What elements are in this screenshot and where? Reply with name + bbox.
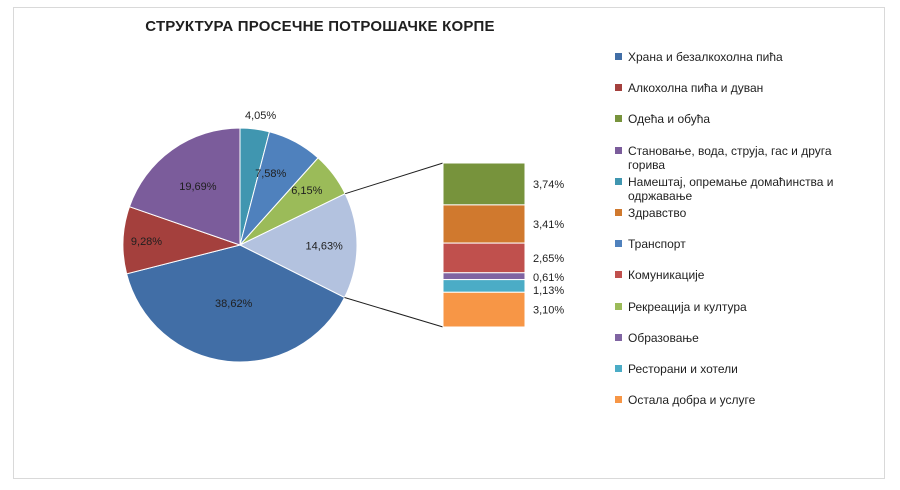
- breakdown-bar-label: 3,41%: [533, 219, 564, 231]
- legend-label: Транспорт: [628, 237, 686, 252]
- legend-swatch: [615, 146, 622, 154]
- breakdown-connector-line: [344, 297, 444, 328]
- legend-label: Остала добра и услуге: [628, 393, 756, 408]
- legend-label: Ресторани и хотели: [628, 362, 738, 376]
- legend-swatch: [615, 333, 622, 341]
- legend-swatch: [615, 396, 622, 404]
- breakdown-connector-line: [345, 162, 444, 195]
- legend-swatch: [615, 177, 622, 185]
- legend-swatch: [615, 209, 622, 216]
- legend-swatch: [615, 240, 622, 248]
- breakdown-bar-label: 1,13%: [533, 285, 564, 297]
- breakdown-bar-segment: [442, 272, 526, 281]
- legend-label: Намештај, опремање домаћинства и одржава…: [628, 174, 834, 203]
- pie-slice-label: 9,28%: [131, 236, 162, 248]
- legend-swatch: [615, 84, 622, 92]
- legend-label: Храна и безалкохолна пића: [628, 50, 783, 64]
- legend-label: Одећа и обућа: [628, 112, 711, 127]
- legend-swatch: [615, 115, 622, 123]
- pie-slice-label: 19,69%: [179, 181, 217, 193]
- breakdown-bar-label: 3,10%: [533, 305, 564, 317]
- breakdown-bar-label: 2,65%: [533, 253, 564, 265]
- legend-swatch: [615, 53, 622, 60]
- chart-title: СТРУКТУРА ПРОСЕЧНЕ ПОТРОШАЧКЕ КОРПЕ: [145, 18, 495, 35]
- breakdown-bar-segment: [442, 204, 526, 244]
- pie-slice: [238, 193, 358, 299]
- breakdown-bar-label: 0,61%: [533, 272, 564, 284]
- pie-slice-label: 6,15%: [291, 185, 322, 197]
- legend-label: Комуникације: [628, 268, 705, 283]
- breakdown-bar-segment: [442, 162, 526, 206]
- pie-slice: [128, 127, 241, 246]
- legend-label: Здравство: [628, 206, 687, 220]
- pie-slice-label: 38,62%: [215, 298, 253, 310]
- pie-slice-label: 7,58%: [255, 168, 286, 180]
- legend-label: Алкохолна пића и дуван: [628, 81, 764, 96]
- breakdown-bar-segment: [442, 242, 526, 274]
- breakdown-bar-label: 3,74%: [533, 179, 564, 191]
- legend-swatch: [615, 365, 622, 372]
- legend-swatch: [615, 302, 622, 310]
- legend-label: Рекреација и култура: [628, 299, 747, 314]
- breakdown-bar-segment: [442, 279, 526, 293]
- legend-label: Образовање: [628, 330, 699, 345]
- pie-slice-label: 4,05%: [245, 110, 276, 122]
- legend-swatch: [615, 271, 622, 279]
- breakdown-bar-segment: [442, 291, 526, 328]
- pie-slice-label: 14,63%: [306, 241, 344, 253]
- pie-slice: [126, 244, 346, 363]
- legend-label: Становање, вода, струја, гас и друга гор…: [628, 143, 832, 172]
